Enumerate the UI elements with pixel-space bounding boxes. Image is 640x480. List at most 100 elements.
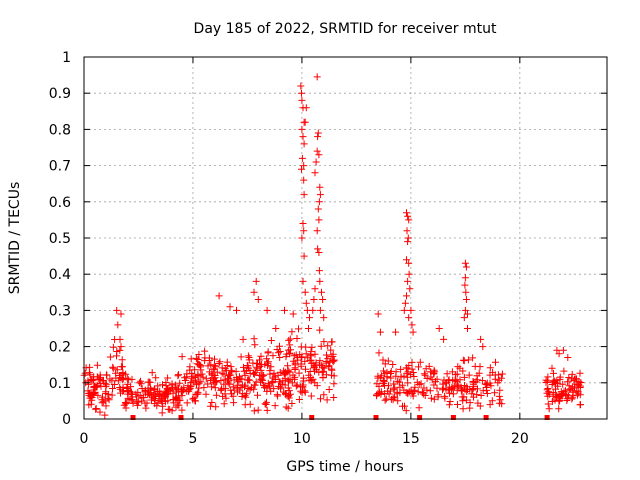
data-point [320,364,328,372]
data-point [314,245,322,253]
data-point [299,220,307,227]
data-point [434,393,442,401]
data-point [313,227,321,235]
data-point [426,387,434,395]
data-point [291,365,299,373]
data-point [136,379,144,387]
data-point [397,373,405,381]
data-point [464,356,472,364]
data-point [112,374,120,382]
data-point [394,397,402,405]
data-point [212,391,220,399]
data-point [197,361,205,369]
data-point [548,398,556,405]
data-point [261,400,269,408]
data-point [375,382,383,390]
data-point [84,380,92,388]
data-point [273,346,281,353]
data-point [464,310,471,318]
data-point [555,397,563,405]
data-point [198,370,206,378]
data-point [379,356,387,364]
data-point [284,367,292,375]
zero-marker [309,415,315,420]
data-point [375,388,383,396]
data-point [250,288,258,296]
data-point [409,328,417,336]
data-point [459,405,467,413]
data-point [226,380,234,388]
data-point [328,338,336,346]
data-point [175,371,182,379]
data-point [208,399,216,406]
data-point [128,390,136,398]
data-point [124,394,132,402]
data-point [259,376,266,384]
data-point [402,407,410,415]
data-point [398,381,406,389]
data-point [116,346,124,354]
data-point [257,352,265,360]
data-point [286,335,294,343]
x-tick-label: 0 [80,431,89,447]
data-point [122,400,130,408]
data-point [109,364,117,372]
data-point [288,328,296,336]
data-point [445,383,453,391]
data-point [110,381,118,388]
data-point [92,405,100,412]
data-point [446,389,453,397]
data-point [316,306,324,314]
data-point [550,369,557,377]
data-point [195,351,203,358]
data-point [300,162,308,170]
data-point [559,346,567,354]
data-point [572,375,580,383]
data-point [216,358,224,366]
data-point [420,370,428,378]
data-point [254,391,261,399]
data-point [109,343,117,351]
data-point [441,394,449,402]
data-point [498,370,506,378]
data-point [405,259,413,267]
data-point [113,306,121,314]
data-point [285,336,293,344]
data-point [563,397,571,404]
data-point [157,390,165,398]
data-point [258,375,266,383]
data-point [559,380,567,388]
data-point [405,270,413,278]
data-point [309,359,317,367]
data-point [285,377,292,385]
data-point [206,402,214,410]
data-point [330,356,338,364]
data-point [556,373,564,381]
data-point [397,365,405,373]
data-point [222,384,230,392]
data-point [147,389,155,397]
data-point [395,378,403,386]
data-point [161,392,169,400]
data-point [461,274,469,282]
data-point [106,353,114,361]
data-point [374,372,382,380]
data-point [222,394,230,402]
data-point [241,383,248,391]
data-point [274,371,282,379]
data-point [178,388,186,396]
data-point [496,386,504,394]
data-point [245,364,252,372]
data-point [123,385,131,392]
data-point [271,402,279,410]
data-point [307,356,315,364]
y-tick-label: 0.7 [49,159,71,175]
data-point [479,387,487,395]
data-point [306,368,314,375]
data-point [93,361,101,369]
data-point [254,406,262,414]
data-point [245,376,253,384]
data-point [495,392,503,400]
data-point [264,362,272,369]
data-point [492,358,499,366]
